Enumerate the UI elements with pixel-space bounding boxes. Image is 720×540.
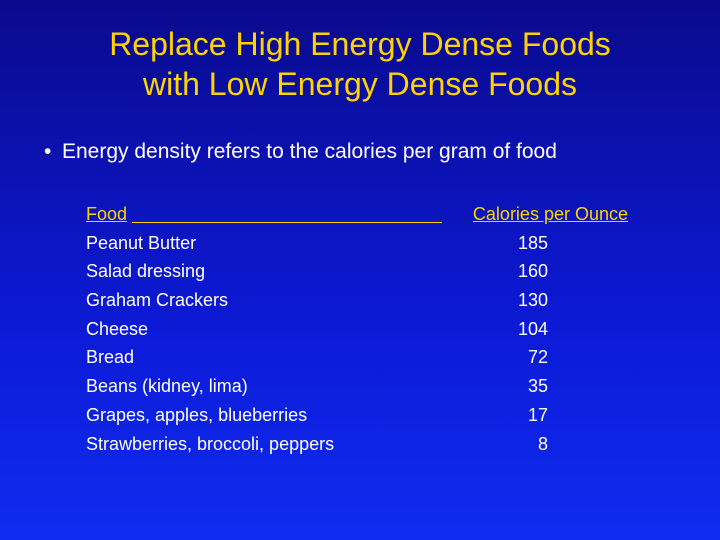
table-row: Salad dressing 160 (86, 260, 630, 289)
calories-value: 104 (517, 318, 548, 339)
table-row: Cheese 104 (86, 318, 630, 347)
slide-title: Replace High Energy Dense Foods with Low… (0, 24, 720, 104)
food-name: Salad dressing (86, 261, 206, 282)
food-name: Peanut Butter (86, 232, 197, 253)
table-row: Bread 72 (86, 346, 630, 375)
table-row: Peanut Butter 185 (86, 232, 630, 261)
calories-value: 185 (517, 232, 548, 253)
food-name: Cheese (86, 318, 149, 339)
calories-value: 17 (527, 404, 548, 425)
table-row: Graham Crackers 130 (86, 289, 630, 318)
table-row: Beans (kidney, lima) 35 (86, 375, 630, 404)
calories-value: 8 (537, 433, 548, 454)
calories-value: 35 (527, 376, 548, 397)
food-name: Grapes, apples, blueberries (86, 404, 308, 425)
calories-value: 130 (517, 290, 548, 311)
calories-value: 160 (517, 261, 548, 282)
slide-title-line-1: Replace High Energy Dense Foods (109, 26, 611, 62)
header-calories: Calories per Ounce (472, 204, 628, 224)
food-name: Strawberries, broccoli, peppers (86, 433, 335, 454)
slide-title-line-2: with Low Energy Dense Foods (143, 66, 577, 102)
energy-density-table: Food Calories per Ounce Peanut Butter 18… (86, 203, 630, 461)
calories-value: 72 (527, 347, 548, 368)
header-underline (132, 222, 442, 223)
bullet-text: Energy density refers to the calories pe… (62, 140, 557, 163)
table-row: Grapes, apples, blueberries 17 (86, 404, 630, 433)
bullet-marker: • (44, 140, 52, 163)
food-name: Beans (kidney, lima) (86, 376, 248, 397)
food-name: Bread (86, 347, 135, 368)
table-header-row: Food Calories per Ounce (86, 203, 630, 232)
bullet-point: • Energy density refers to the calories p… (44, 139, 557, 165)
header-food: Food (86, 204, 128, 224)
food-name: Graham Crackers (86, 290, 229, 311)
table-row: Strawberries, broccoli, peppers 8 (86, 433, 630, 462)
